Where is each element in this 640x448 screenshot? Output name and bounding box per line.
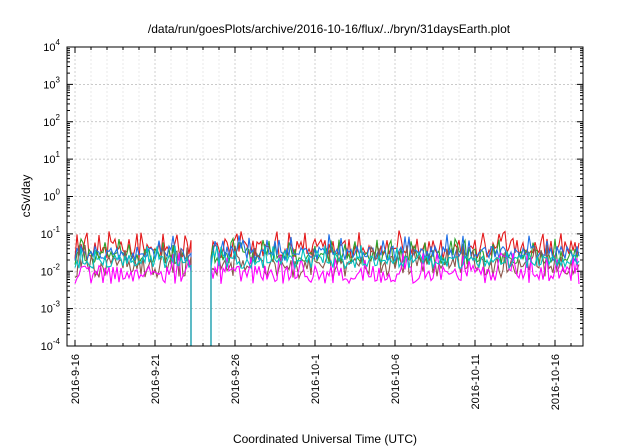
x-tick-label: 2016-10-16 xyxy=(550,354,562,410)
x-tick-label: 2016-10-1 xyxy=(310,354,322,404)
y-axis-label: cSv/day xyxy=(19,175,33,218)
x-tick-label: 2016-10-6 xyxy=(390,354,402,404)
x-axis: 2016-9-16 2016-9-21 2016-9-26 2016-10-1 2016… xyxy=(70,47,572,410)
y-tick-label: 101 xyxy=(43,150,60,166)
y-tick-label: 10-2 xyxy=(41,262,61,278)
series-line xyxy=(210,234,580,346)
series-group xyxy=(74,230,580,346)
series-line xyxy=(74,245,192,346)
y-tick-label: 10-4 xyxy=(41,337,61,353)
series-line xyxy=(210,252,580,346)
y-tick-label: 103 xyxy=(43,75,60,91)
x-tick-label: 2016-9-16 xyxy=(70,354,82,404)
x-tick-label: 2016-10-11 xyxy=(470,354,482,409)
series-line xyxy=(210,245,580,346)
y-axis: 10-4 10-3 10-2 10-1 100 101 102 103 104 xyxy=(41,38,583,353)
x-axis-label: Coordinated Universal Time (UTC) xyxy=(233,432,417,446)
series-line xyxy=(74,252,192,346)
grid xyxy=(67,47,583,346)
x-tick-label: 2016-9-26 xyxy=(230,354,242,404)
y-tick-label: 104 xyxy=(43,38,60,54)
y-tick-label: 10-3 xyxy=(41,300,61,316)
y-tick-label: 102 xyxy=(43,113,60,129)
series-line xyxy=(74,237,192,346)
series-line xyxy=(74,235,192,346)
y-tick-label: 10-1 xyxy=(41,225,61,241)
x-tick-label: 2016-9-21 xyxy=(150,354,162,404)
series-line xyxy=(74,244,192,346)
y-tick-label: 100 xyxy=(43,188,60,204)
chart-title: /data/run/goesPlots/archive/2016-10-16/f… xyxy=(148,22,511,36)
